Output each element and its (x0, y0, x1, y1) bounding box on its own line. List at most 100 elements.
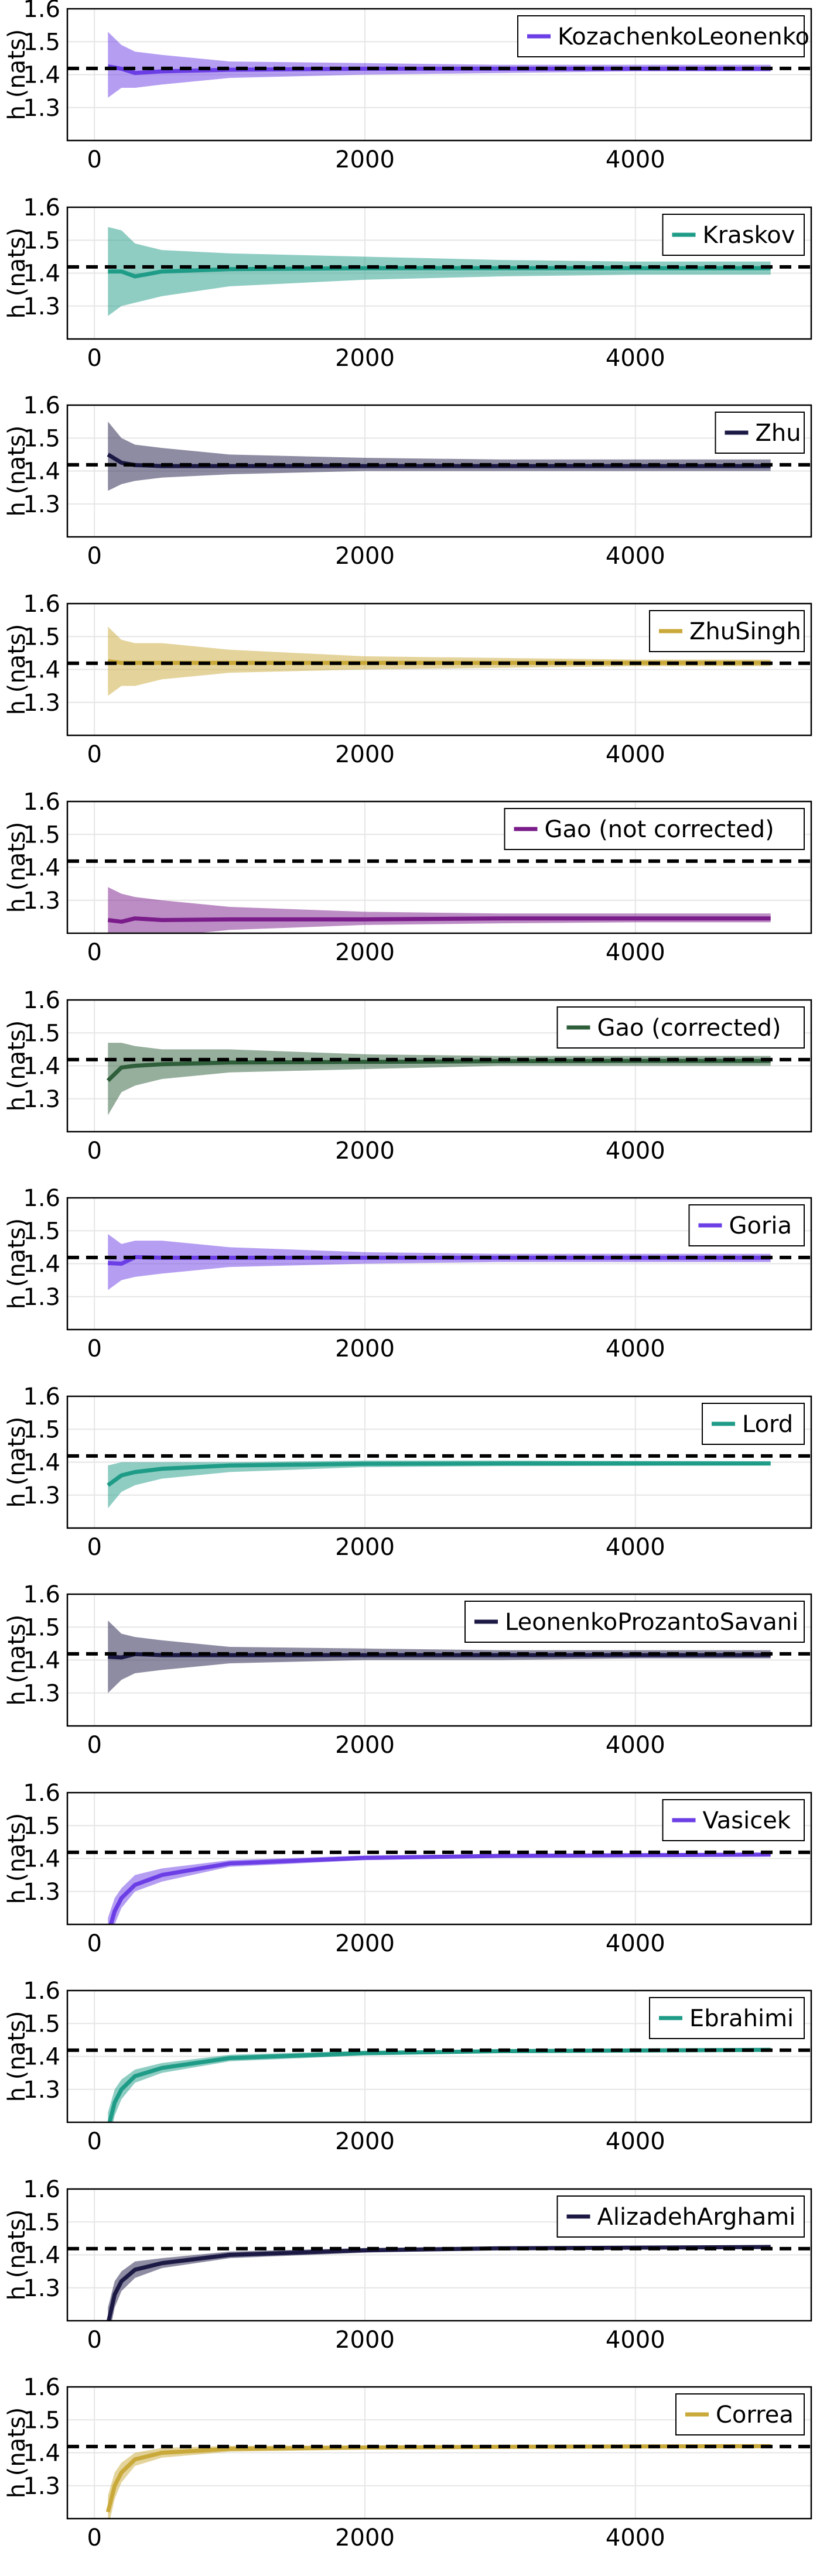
series-line (107, 1461, 771, 1487)
chart-panel-vasicek: 1.3 1.4 1.5 1.6 0 2000 4000 h (nats) Vasicek (4, 1780, 812, 1957)
plot-frame (66, 999, 812, 1132)
y-tick-label: 1.3 (23, 1878, 60, 1905)
x-tick-label: 4000 (606, 1534, 665, 1561)
y-tick-label: 1.6 (23, 392, 60, 419)
y-tick-label: 1.6 (23, 987, 60, 1014)
x-tick-label: 0 (87, 2327, 101, 2354)
plot-frame (66, 2188, 812, 2321)
y-tick-label: 1.5 (23, 2209, 60, 2236)
series-line (107, 916, 771, 924)
y-tick-label: 1.3 (23, 888, 60, 914)
y-axis-label: h (nats) (4, 1813, 30, 1904)
y-tick-label: 1.4 (23, 62, 60, 89)
legend: Lord (702, 1402, 805, 1445)
confidence-band (108, 2445, 771, 2519)
x-tick-label: 2000 (335, 1930, 395, 1957)
y-axis-label: h (nats) (4, 822, 30, 913)
y-tick-label: 1.6 (23, 591, 60, 618)
x-tick-label: 4000 (606, 146, 665, 173)
legend-label: LeonenkoProzantoSavani (505, 1609, 798, 1636)
legend-label: Lord (742, 1411, 793, 1438)
chart-panel-lord: 1.3 1.4 1.5 1.6 0 2000 4000 h (nats) Lord (4, 1383, 812, 1561)
y-tick-label: 1.6 (23, 1978, 60, 2005)
x-tick-label: 0 (87, 2128, 101, 2155)
x-tick-label: 4000 (606, 741, 665, 768)
legend-box (556, 2195, 805, 2238)
series-line (107, 2047, 771, 2122)
series-line (106, 2245, 771, 2321)
legend-label: Zhu (756, 420, 801, 447)
y-axis-label: h (nats) (4, 2209, 30, 2300)
legend: Ebrahimi (649, 1997, 805, 2039)
y-tick-label: 1.6 (23, 1383, 60, 1410)
y-tick-label: 1.3 (23, 95, 60, 122)
y-tick-label: 1.3 (23, 491, 60, 518)
y-tick-label: 1.3 (23, 689, 60, 716)
confidence-band (108, 1042, 771, 1115)
legend-box (556, 1006, 805, 1049)
y-tick-label: 1.3 (23, 293, 60, 320)
x-tick-label: 0 (87, 146, 101, 173)
legend-label: KozachenkoLeonenko (558, 23, 809, 50)
x-tick-label: 2000 (335, 939, 395, 966)
y-tick-label: 1.5 (23, 821, 60, 848)
chart-panel-correa: 1.3 1.4 1.5 1.6 0 2000 4000 h (nats) Correa (4, 2374, 812, 2551)
y-tick-label: 1.4 (23, 656, 60, 683)
legend: KozachenkoLeonenko (517, 15, 809, 57)
legend-label: Ebrahimi (689, 2005, 794, 2032)
y-tick-label: 1.4 (23, 2242, 60, 2269)
legend: ZhuSingh (649, 609, 805, 652)
y-axis-label: h (nats) (4, 1416, 30, 1508)
x-tick-label: 0 (87, 939, 101, 966)
x-tick-label: 2000 (335, 146, 395, 173)
y-axis-label: h (nats) (4, 29, 30, 121)
y-tick-label: 1.5 (23, 29, 60, 56)
x-tick-label: 0 (87, 1335, 101, 1362)
y-tick-label: 1.5 (23, 1614, 60, 1641)
x-tick-label: 4000 (606, 1732, 665, 1759)
x-tick-label: 0 (87, 345, 101, 372)
legend: Zhu (715, 412, 805, 454)
x-tick-label: 2000 (335, 1732, 395, 1759)
legend: Gao (not corrected) (504, 808, 805, 850)
y-tick-label: 1.5 (23, 624, 60, 650)
legend: LeonenkoProzantoSavani (464, 1601, 805, 1643)
legend: Goria (688, 1204, 805, 1246)
x-tick-label: 0 (87, 741, 101, 768)
legend: Vasicek (662, 1799, 805, 1841)
legend-box (517, 15, 805, 57)
x-tick-label: 4000 (606, 1930, 665, 1957)
legend-label: Goria (729, 1212, 792, 1239)
y-axis-label: h (nats) (4, 2407, 30, 2499)
series-line (108, 1255, 771, 1266)
confidence-band (108, 1234, 771, 1290)
plot-frame (66, 2386, 812, 2520)
y-axis-label: h (nats) (4, 227, 30, 318)
x-tick-label: 2000 (335, 543, 395, 570)
chart-panel-kraskov: 1.3 1.4 1.5 1.6 0 2000 4000 h (nats) Kraskov (4, 194, 812, 372)
y-tick-label: 1.4 (23, 1053, 60, 1080)
y-tick-label: 1.5 (23, 227, 60, 254)
plot-frame (66, 404, 812, 538)
legend-label: Vasicek (703, 1807, 791, 1834)
y-tick-label: 1.3 (23, 2077, 60, 2104)
chart-panel-ebrahimi: 1.3 1.4 1.5 1.6 0 2000 4000 h (nats) Ebrahimi (4, 1978, 812, 2155)
y-axis-label: h (nats) (4, 1020, 30, 1111)
y-tick-label: 1.4 (23, 260, 60, 287)
y-axis-label: h (nats) (4, 1615, 30, 1706)
confidence-band (108, 422, 771, 491)
legend-label: ZhuSingh (689, 618, 801, 645)
confidence-band (108, 2245, 771, 2321)
chart-panel-alizadeharghami: 1.3 1.4 1.5 1.6 0 2000 4000 h (nats) AlizadehArg… (4, 2176, 812, 2354)
plot-frame (66, 1197, 812, 1331)
series-line (106, 1059, 771, 1082)
y-tick-label: 1.3 (23, 1482, 60, 1509)
legend-box (464, 1601, 805, 1643)
x-tick-label: 2000 (335, 1534, 395, 1561)
y-tick-label: 1.4 (23, 1449, 60, 1476)
chart-panel-kozachenkoleonenko: 1.3 1.4 1.5 1.6 0 2000 4000 h (nats) KozachenkoL… (4, 0, 812, 173)
x-tick-label: 0 (87, 1732, 101, 1759)
x-tick-label: 4000 (606, 1138, 665, 1164)
y-tick-label: 1.3 (23, 2274, 60, 2301)
y-tick-label: 1.5 (23, 2407, 60, 2434)
